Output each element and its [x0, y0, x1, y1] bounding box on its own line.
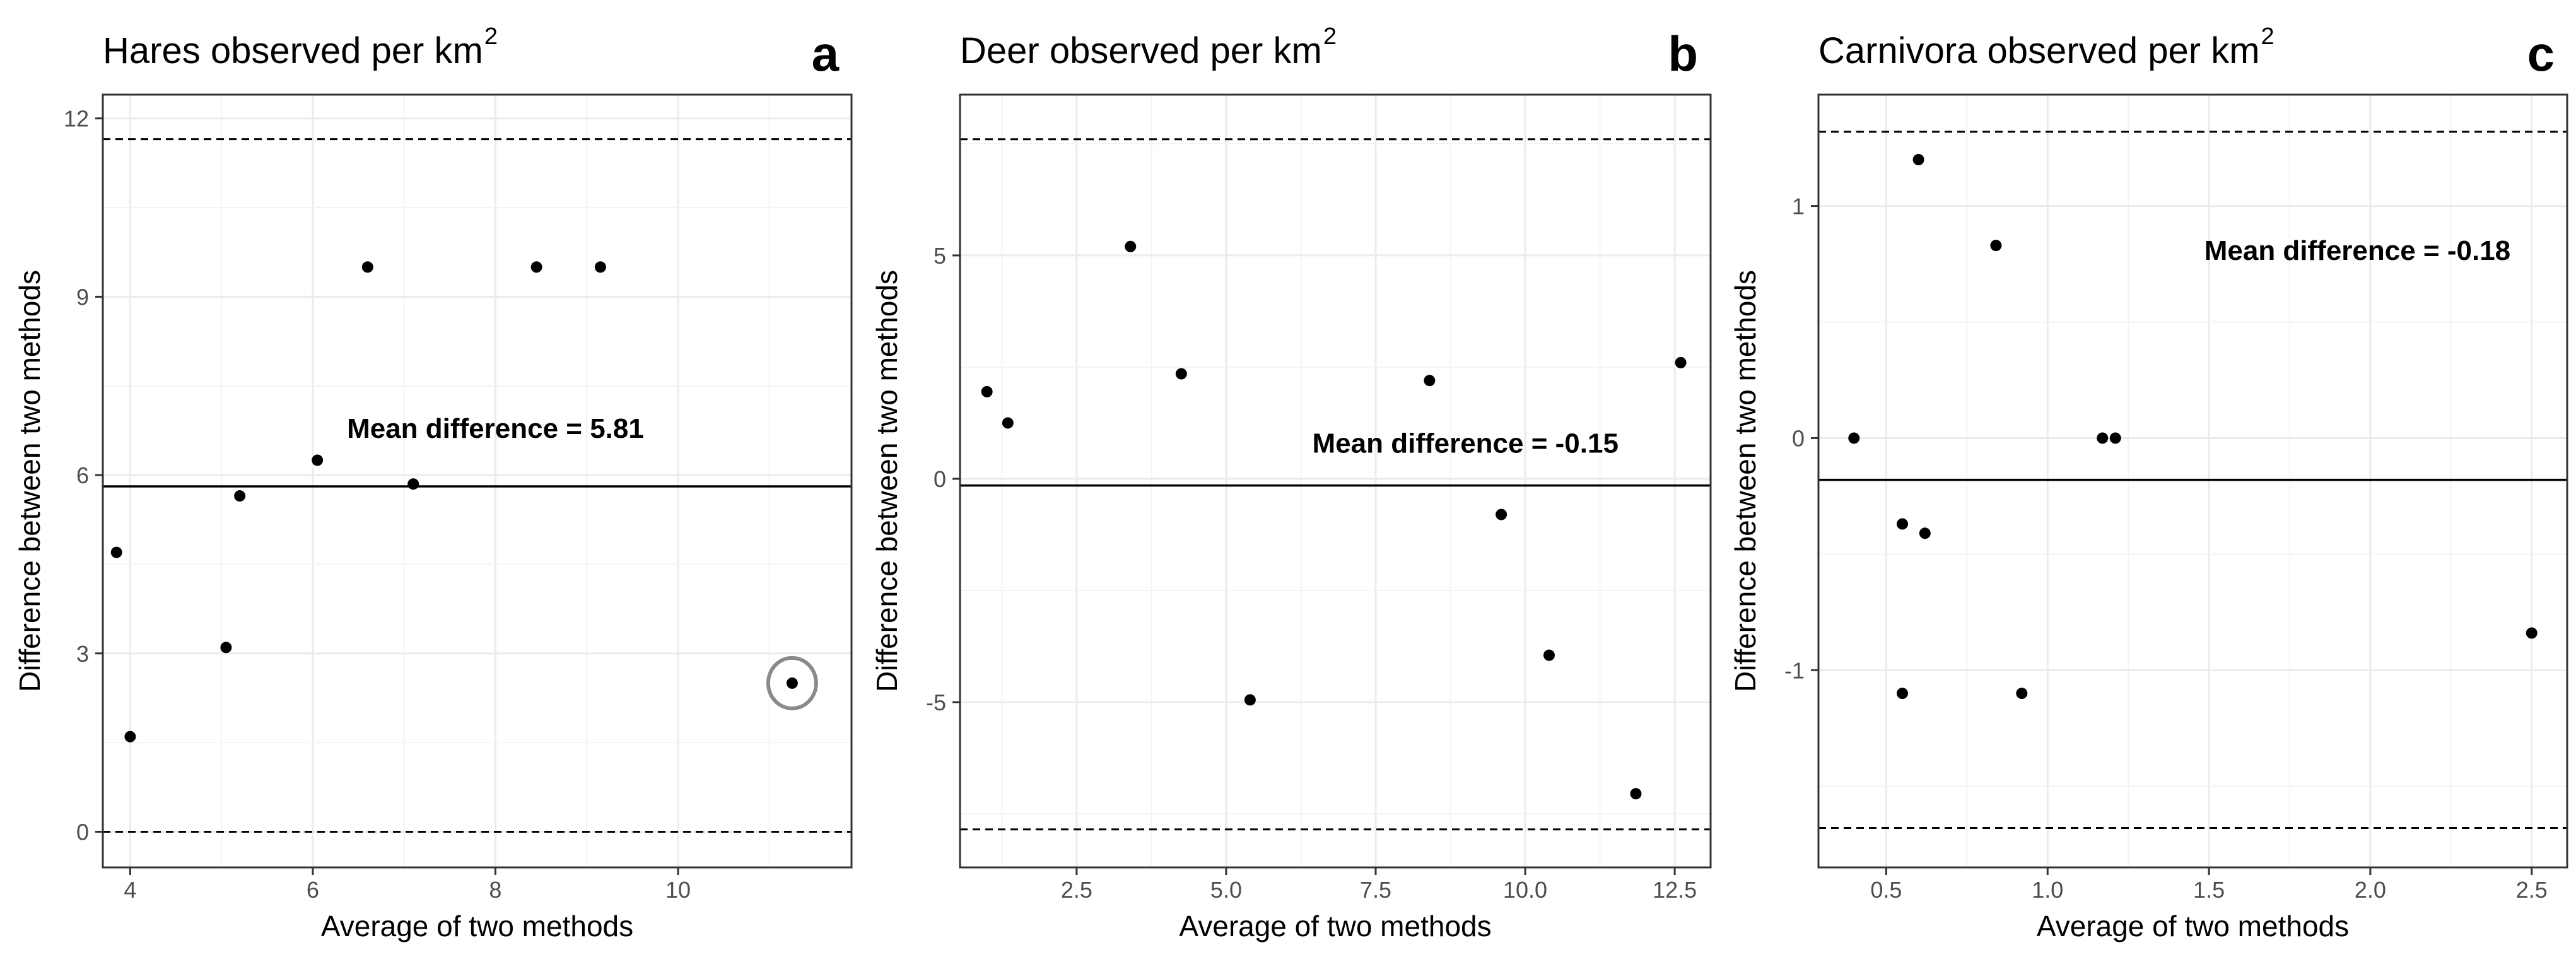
data-point	[2097, 432, 2109, 444]
data-point	[1125, 240, 1137, 252]
mean-difference-label: Mean difference = -0.18	[2204, 235, 2510, 266]
x-axis-title: Average of two methods	[321, 910, 633, 942]
data-point	[1897, 518, 1909, 530]
y-tick-label: 1	[1792, 194, 1805, 220]
data-point	[312, 454, 324, 466]
data-point	[1543, 649, 1555, 661]
x-axis-title: Average of two methods	[2037, 910, 2349, 942]
chart-panel-a: Mean difference = 5.81 4 6 8 10 0 3 6 9 12 Average…	[13, 23, 853, 942]
data-point	[2526, 627, 2538, 639]
x-axis-title: Average of two methods	[1179, 910, 1491, 942]
data-point	[1175, 368, 1187, 380]
y-tick-label: 3	[76, 641, 89, 667]
x-tick-label: 10	[665, 877, 691, 903]
data-point	[407, 478, 419, 490]
data-point	[1630, 788, 1642, 800]
panel-letter: a	[812, 26, 840, 81]
mean-difference-label: Mean difference = 5.81	[347, 413, 644, 444]
data-point	[1244, 694, 1256, 706]
data-point	[124, 731, 136, 743]
x-tick-label: 5.0	[1210, 877, 1242, 903]
panel-border	[959, 93, 1712, 869]
y-axis-title: Difference between two methods	[1729, 270, 1762, 692]
data-point	[981, 385, 993, 397]
x-tick-label: 8	[489, 877, 501, 903]
data-point	[1675, 356, 1687, 368]
data-point	[786, 677, 798, 689]
data-point	[1424, 375, 1436, 387]
data-point	[220, 642, 232, 654]
panel-letter: b	[1668, 26, 1698, 81]
panel-border	[102, 93, 853, 869]
y-tick-label: -5	[926, 690, 946, 715]
data-point	[234, 490, 246, 502]
chart-panel-b: Mean difference = -0.15 2.5 5.0 7.5 10.0 12.5…	[870, 23, 1712, 942]
chart-title: Carnivora observed per km	[1818, 30, 2260, 71]
chart-title: Deer observed per km	[960, 30, 1322, 71]
x-tick-label: 10.0	[1503, 877, 1547, 903]
x-tick-label: 4	[124, 877, 136, 903]
data-point	[1002, 417, 1014, 429]
panel-border	[1817, 93, 2568, 869]
x-tick-label: 12.5	[1653, 877, 1697, 903]
x-tick-label: 1.0	[2032, 877, 2063, 903]
y-axis-title: Difference between two methods	[13, 270, 46, 692]
x-tick-label: 7.5	[1360, 877, 1391, 903]
data-point	[361, 261, 373, 273]
y-tick-label: 5	[934, 243, 946, 269]
data-point	[594, 261, 606, 273]
chart-title: Hares observed per km	[103, 30, 483, 71]
data-point	[1897, 688, 1909, 700]
x-tick-label: 1.5	[2193, 877, 2225, 903]
data-point	[1912, 154, 1924, 166]
data-point	[530, 261, 542, 273]
y-tick-label: 0	[1792, 425, 1805, 451]
data-point	[1496, 508, 1508, 520]
panel-letter: c	[2527, 26, 2555, 81]
y-tick-label: 0	[934, 466, 946, 492]
data-point	[2109, 432, 2121, 444]
x-tick-label: 2.5	[1061, 877, 1092, 903]
data-point	[1990, 240, 2002, 252]
chart-panel-c: Mean difference = -0.18 0.5 1.0 1.5 2.0 2.5 -1…	[1729, 23, 2568, 942]
data-point	[1919, 527, 1931, 539]
data-point	[2016, 688, 2028, 700]
x-tick-label: 2.0	[2355, 877, 2386, 903]
highlight-ring	[766, 655, 818, 710]
y-tick-label: 9	[76, 284, 89, 310]
y-tick-label: 6	[76, 462, 89, 488]
x-tick-label: 0.5	[1870, 877, 1902, 903]
data-point	[110, 546, 122, 558]
y-tick-label: 0	[76, 819, 89, 845]
y-tick-label: -1	[1784, 657, 1805, 683]
chart-title-superscript: 2	[484, 23, 498, 50]
x-tick-label: 6	[307, 877, 319, 903]
mean-difference-label: Mean difference = -0.15	[1313, 428, 1619, 459]
chart-title-superscript: 2	[2261, 23, 2274, 50]
y-tick-label: 12	[64, 106, 89, 132]
data-point	[1848, 432, 1860, 444]
chart-title-superscript: 2	[1323, 23, 1337, 50]
x-tick-label: 2.5	[2516, 877, 2548, 903]
y-axis-title: Difference between two methods	[870, 270, 903, 692]
